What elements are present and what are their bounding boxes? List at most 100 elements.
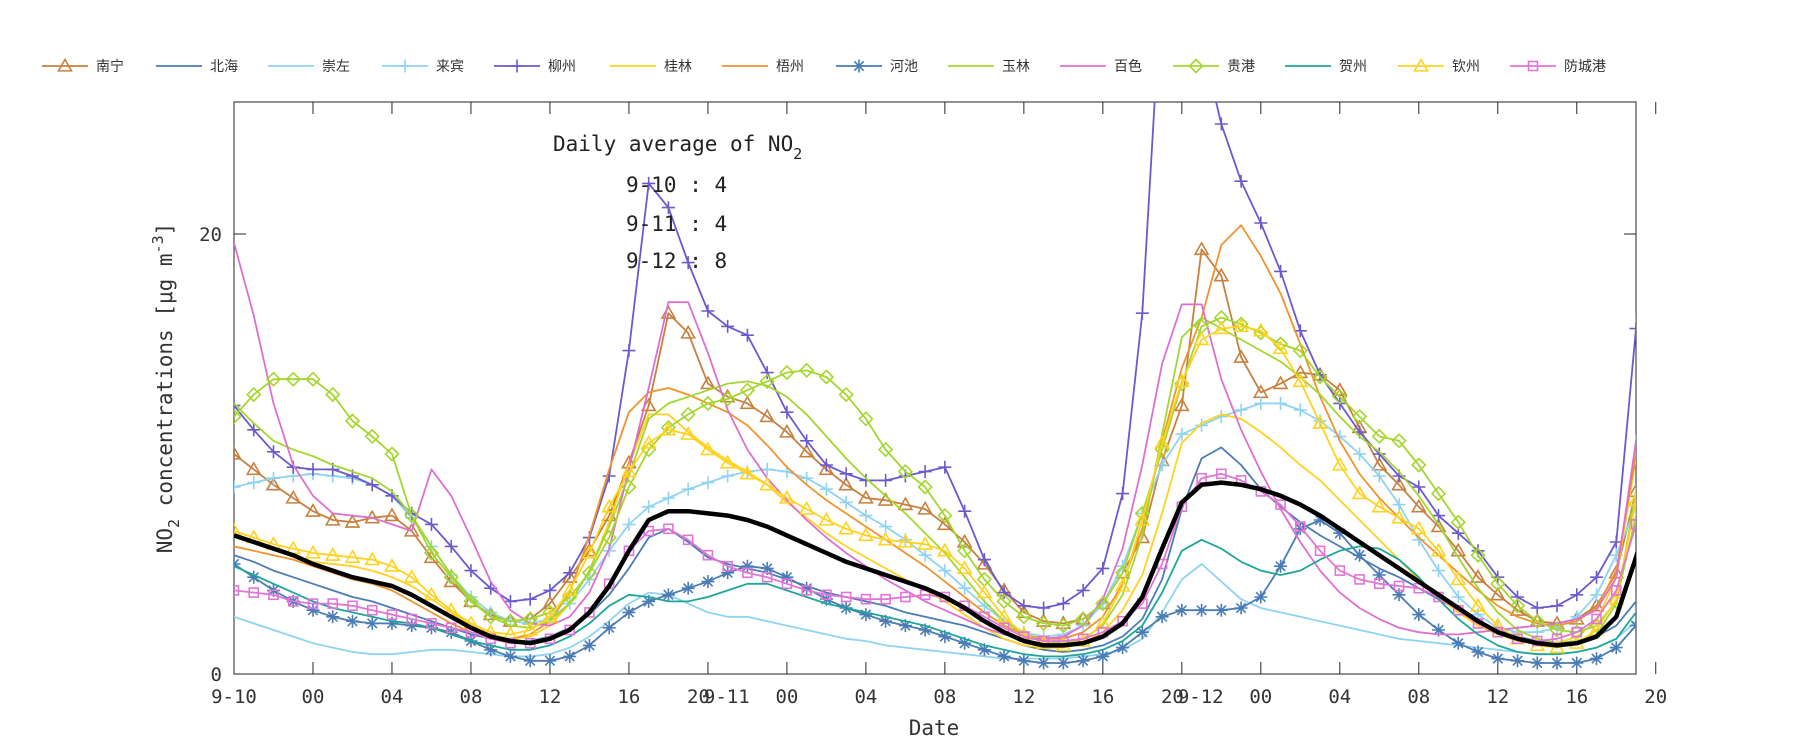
- data-point: [324, 547, 341, 561]
- data-point: [305, 544, 321, 559]
- data-point: [366, 604, 378, 616]
- data-point: [265, 371, 282, 387]
- data-point: [1254, 396, 1268, 410]
- data-point: [582, 638, 596, 652]
- data-point: [1233, 318, 1249, 333]
- data-point: [956, 533, 973, 548]
- series-layer: [234, 102, 1800, 670]
- data-point: [1216, 468, 1227, 480]
- data-point: [1353, 548, 1367, 562]
- data-point: [1173, 373, 1190, 388]
- data-point: [976, 584, 993, 599]
- data-point: [997, 649, 1011, 663]
- x-tick-label: 9-10: [211, 686, 257, 708]
- data-point: [1768, 346, 1781, 359]
- x-tick-label: 08: [933, 686, 956, 708]
- data-point: [1630, 519, 1636, 530]
- data-point: [1371, 498, 1388, 513]
- data-point: [1671, 467, 1680, 476]
- data-point: [1750, 485, 1759, 494]
- x-tick-label: 16: [1565, 686, 1588, 708]
- data-point: [879, 520, 893, 534]
- data-point: [246, 386, 262, 403]
- series-line: [234, 316, 1636, 634]
- x-tick-label: 16: [617, 686, 640, 708]
- data-point: [1708, 608, 1721, 621]
- data-point: [344, 514, 361, 528]
- data-point: [266, 445, 280, 459]
- data-point: [739, 382, 756, 398]
- data-point: [423, 545, 440, 561]
- legend-item: 玉林: [948, 59, 1030, 75]
- data-point: [1768, 426, 1781, 439]
- data-point: [364, 428, 380, 445]
- data-point: [1135, 625, 1149, 639]
- data-point: [1430, 518, 1447, 533]
- data-point: [1272, 375, 1289, 390]
- data-point: [1331, 456, 1348, 471]
- data-point: [581, 544, 598, 559]
- data-point: [936, 542, 953, 557]
- data-point: [1331, 382, 1348, 396]
- data-point: [958, 504, 972, 518]
- data-point: [1214, 603, 1228, 617]
- data-point: [1708, 311, 1721, 322]
- data-point: [798, 500, 815, 515]
- data-point: [780, 570, 794, 584]
- data-point: [1372, 568, 1386, 582]
- data-point: [324, 511, 341, 526]
- data-point: [1629, 322, 1636, 336]
- data-point: [660, 421, 677, 436]
- data-point: [1748, 401, 1761, 412]
- data-point: [1471, 645, 1485, 659]
- annotation-title: Daily average of NO2: [553, 132, 802, 163]
- data-point: [1371, 428, 1387, 445]
- data-point: [1728, 305, 1741, 316]
- data-point: [860, 593, 872, 605]
- data-point: [1213, 267, 1230, 282]
- data-point: [1748, 415, 1761, 428]
- data-point: [622, 605, 636, 619]
- data-point: [423, 586, 440, 601]
- data-point: [234, 399, 241, 413]
- legend-label: 钦州: [1452, 59, 1480, 75]
- data-point: [344, 549, 361, 564]
- data-point: [1095, 595, 1111, 612]
- data-point: [1275, 499, 1286, 510]
- x-tick-label: 00: [1249, 686, 1272, 708]
- data-point: [779, 364, 795, 381]
- data-point: [1432, 564, 1446, 578]
- data-point: [898, 619, 912, 633]
- data-point: [1096, 649, 1110, 663]
- data-point: [1689, 463, 1702, 476]
- data-point: [1708, 265, 1721, 278]
- data-point: [839, 495, 853, 509]
- data-point: [1392, 588, 1406, 602]
- data-point: [1708, 461, 1721, 474]
- legend-label: 防城港: [1564, 59, 1606, 75]
- data-point: [956, 543, 973, 559]
- data-point: [1470, 547, 1486, 563]
- data-point: [1669, 470, 1682, 483]
- data-point: [1252, 322, 1269, 337]
- data-point: [700, 441, 716, 456]
- data-point: [1017, 654, 1031, 668]
- legend-item: 梧州: [722, 59, 804, 75]
- data-point: [1193, 331, 1210, 346]
- data-point: [701, 575, 715, 589]
- data-point: [581, 542, 598, 557]
- data-point: [365, 478, 379, 492]
- data-point: [700, 375, 716, 390]
- data-point: [1175, 603, 1189, 617]
- legend-item: 南宁: [42, 57, 124, 75]
- data-point: [1768, 313, 1781, 324]
- data-point: [1787, 412, 1800, 425]
- data-point: [1669, 353, 1682, 364]
- data-point: [1334, 565, 1346, 576]
- data-point: [1509, 598, 1526, 614]
- data-point: [622, 517, 636, 531]
- legend-marker: [1188, 58, 1204, 74]
- data-point: [1511, 654, 1525, 668]
- series-贺州: [234, 538, 1636, 658]
